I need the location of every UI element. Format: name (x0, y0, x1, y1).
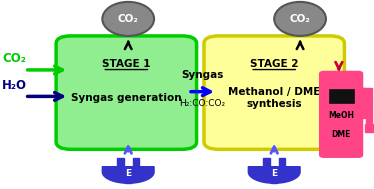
Text: H₂:CO:CO₂: H₂:CO:CO₂ (180, 98, 226, 108)
Polygon shape (279, 158, 285, 167)
Ellipse shape (102, 2, 154, 36)
Polygon shape (263, 158, 270, 167)
Text: MeOH: MeOH (328, 112, 354, 120)
Polygon shape (133, 158, 139, 167)
FancyBboxPatch shape (328, 89, 354, 103)
FancyBboxPatch shape (204, 36, 344, 149)
FancyBboxPatch shape (56, 36, 197, 149)
Polygon shape (271, 177, 277, 183)
Text: Methanol / DME
synthesis: Methanol / DME synthesis (228, 88, 321, 109)
Text: E: E (271, 170, 277, 178)
Text: STAGE 2: STAGE 2 (250, 59, 298, 69)
Polygon shape (365, 124, 374, 132)
Polygon shape (125, 177, 131, 183)
Text: E: E (125, 170, 131, 178)
Text: CO₂: CO₂ (3, 52, 27, 65)
Polygon shape (358, 88, 372, 96)
Text: Syngas: Syngas (181, 70, 224, 80)
Ellipse shape (274, 2, 326, 36)
Polygon shape (117, 158, 123, 167)
Text: DME: DME (331, 130, 351, 139)
FancyBboxPatch shape (320, 71, 362, 157)
Text: CO₂: CO₂ (289, 14, 310, 24)
Polygon shape (366, 96, 372, 127)
Polygon shape (248, 167, 300, 183)
Text: H₂O: H₂O (2, 79, 27, 92)
Text: Syngas generation: Syngas generation (71, 93, 182, 103)
Polygon shape (358, 88, 365, 118)
Polygon shape (102, 167, 154, 183)
Text: CO₂: CO₂ (118, 14, 139, 24)
Text: STAGE 1: STAGE 1 (102, 59, 151, 69)
